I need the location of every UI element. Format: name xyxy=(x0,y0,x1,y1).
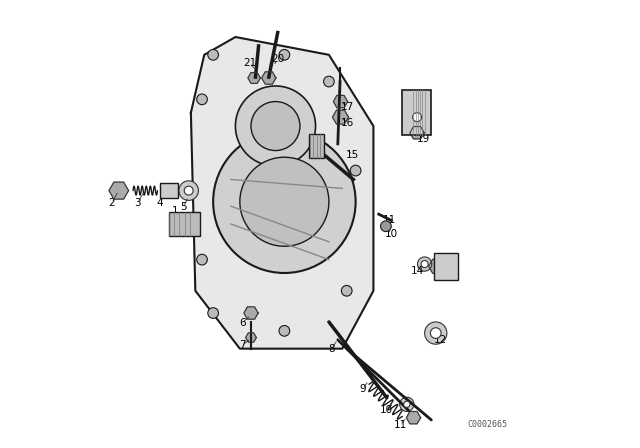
Circle shape xyxy=(208,49,218,60)
Circle shape xyxy=(350,165,361,176)
Polygon shape xyxy=(429,259,445,273)
Text: C0002665: C0002665 xyxy=(467,420,507,429)
Circle shape xyxy=(184,186,193,195)
Circle shape xyxy=(400,397,414,411)
Polygon shape xyxy=(410,127,424,139)
Bar xyxy=(433,253,458,280)
Circle shape xyxy=(341,285,352,296)
Text: 6: 6 xyxy=(239,318,245,328)
Polygon shape xyxy=(332,110,349,124)
Circle shape xyxy=(279,49,290,60)
Circle shape xyxy=(431,328,441,338)
Circle shape xyxy=(196,94,207,105)
Circle shape xyxy=(407,108,427,127)
Circle shape xyxy=(196,254,207,265)
Circle shape xyxy=(213,130,356,273)
Circle shape xyxy=(417,257,432,271)
Circle shape xyxy=(324,76,334,87)
Text: 15: 15 xyxy=(346,150,359,160)
Polygon shape xyxy=(248,73,260,83)
Polygon shape xyxy=(246,333,257,342)
Polygon shape xyxy=(109,182,129,199)
Text: 11: 11 xyxy=(394,420,407,430)
Circle shape xyxy=(279,326,290,336)
Circle shape xyxy=(236,86,316,166)
Text: 16: 16 xyxy=(341,118,354,128)
Polygon shape xyxy=(244,307,258,319)
Circle shape xyxy=(179,181,198,200)
Polygon shape xyxy=(262,72,276,84)
Text: 10: 10 xyxy=(380,405,394,415)
Bar xyxy=(403,90,431,135)
Text: 17: 17 xyxy=(341,102,354,112)
Circle shape xyxy=(424,322,447,344)
Circle shape xyxy=(404,401,410,407)
Text: 1: 1 xyxy=(172,206,179,215)
Bar xyxy=(168,212,200,237)
Circle shape xyxy=(421,260,428,267)
Text: 7: 7 xyxy=(239,340,245,350)
Circle shape xyxy=(413,113,422,121)
Text: 10: 10 xyxy=(385,229,398,239)
Text: 12: 12 xyxy=(433,335,447,345)
Text: 4: 4 xyxy=(156,198,163,207)
Circle shape xyxy=(251,102,300,151)
Text: 14: 14 xyxy=(410,266,424,276)
Text: 8: 8 xyxy=(328,344,335,353)
Bar xyxy=(160,183,177,198)
Text: 9: 9 xyxy=(359,384,365,394)
Circle shape xyxy=(208,308,218,319)
Polygon shape xyxy=(333,95,348,108)
Circle shape xyxy=(240,157,329,246)
Bar xyxy=(309,134,324,158)
Text: 21: 21 xyxy=(243,58,256,68)
Text: 11: 11 xyxy=(382,215,396,225)
Text: 5: 5 xyxy=(180,202,187,212)
Text: 20: 20 xyxy=(271,54,284,64)
Circle shape xyxy=(381,221,391,232)
Polygon shape xyxy=(406,412,420,424)
Text: 18: 18 xyxy=(419,117,433,128)
Text: 19: 19 xyxy=(417,134,430,143)
Text: 2: 2 xyxy=(108,198,115,208)
Polygon shape xyxy=(191,37,373,349)
Text: 13: 13 xyxy=(447,270,460,280)
Text: 3: 3 xyxy=(134,198,141,207)
